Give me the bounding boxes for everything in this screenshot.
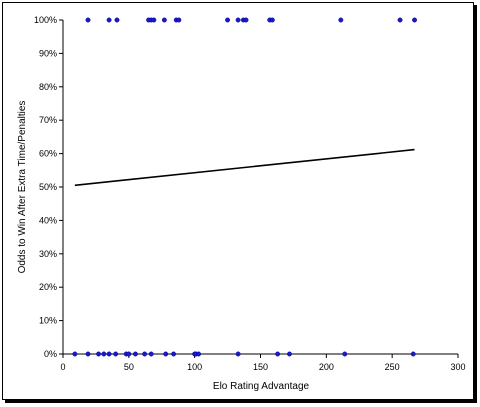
x-tick-label: 250 xyxy=(385,362,400,372)
data-point xyxy=(410,351,416,357)
data-point xyxy=(85,351,91,357)
data-point xyxy=(72,351,78,357)
y-tick-label: 20% xyxy=(39,282,57,292)
data-point xyxy=(132,351,138,357)
y-tick-label: 100% xyxy=(34,15,57,25)
data-point xyxy=(142,351,148,357)
x-tick-label: 150 xyxy=(253,362,268,372)
data-point xyxy=(106,17,112,23)
data-point xyxy=(338,17,344,23)
data-point xyxy=(287,351,292,357)
x-tick-label: 0 xyxy=(60,362,65,372)
y-tick-label: 0% xyxy=(44,349,57,359)
trend-line xyxy=(74,148,415,187)
y-tick-label: 70% xyxy=(39,115,57,125)
data-point xyxy=(85,17,91,23)
data-point xyxy=(96,351,102,357)
data-point xyxy=(275,351,281,357)
y-tick-label: 40% xyxy=(39,215,57,225)
x-tick-label: 100 xyxy=(187,362,202,372)
y-tick-label: 80% xyxy=(39,82,57,92)
data-point xyxy=(163,351,169,357)
data-point xyxy=(235,17,241,23)
data-point xyxy=(114,17,120,23)
y-tick-label: 90% xyxy=(39,48,57,58)
y-tick-label: 60% xyxy=(39,149,57,159)
y-tick-label: 50% xyxy=(39,182,57,192)
y-tick-label: 30% xyxy=(39,249,57,259)
plot-area: 0% 10% 20% 30% 40% 50% 60% 70% 80% 90% 100% 0 50 100… xyxy=(34,15,466,372)
y-axis-title: Odds to Win After Extra Time/Penalties xyxy=(17,101,28,274)
data-point xyxy=(243,17,249,23)
data-point xyxy=(342,351,348,357)
chart-frame xyxy=(2,2,474,400)
data-point xyxy=(235,351,241,357)
data-points xyxy=(72,17,417,357)
data-point xyxy=(126,351,132,357)
data-point xyxy=(106,351,112,357)
x-tick-label: 300 xyxy=(450,362,465,372)
data-point xyxy=(148,351,154,357)
x-ticks: 0 50 100 150 200 250 300 xyxy=(60,354,466,372)
data-point xyxy=(176,17,182,23)
data-point xyxy=(397,17,403,23)
x-tick-label: 50 xyxy=(124,362,134,372)
data-point xyxy=(412,17,417,23)
x-axis-title: Elo Rating Advantage xyxy=(213,381,310,392)
y-ticks: 0% 10% 20% 30% 40% 50% 60% 70% 80% 90% 100% xyxy=(34,15,63,359)
trendlines xyxy=(74,148,415,187)
data-point xyxy=(196,351,202,357)
data-point xyxy=(269,17,275,23)
y-tick-label: 10% xyxy=(39,316,57,326)
data-point xyxy=(171,351,177,357)
data-point xyxy=(225,17,231,23)
data-point xyxy=(161,17,167,23)
data-point xyxy=(101,351,107,357)
data-point xyxy=(113,351,119,357)
data-point xyxy=(151,17,157,23)
x-tick-label: 200 xyxy=(319,362,334,372)
